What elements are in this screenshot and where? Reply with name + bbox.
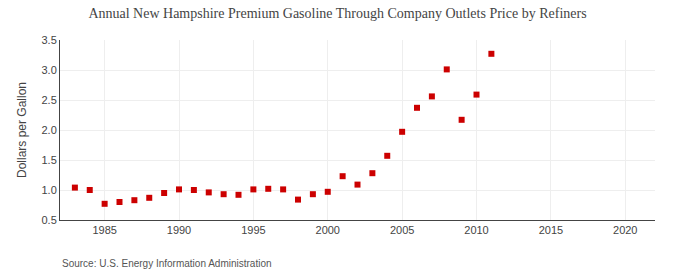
svg-text:0.5: 0.5 [42, 214, 57, 226]
svg-text:2000: 2000 [316, 224, 340, 236]
svg-text:2015: 2015 [539, 224, 563, 236]
svg-text:2010: 2010 [464, 224, 488, 236]
svg-text:Annual New Hampshire Premium G: Annual New Hampshire Premium Gasoline Th… [88, 6, 586, 21]
svg-text:Source: U.S. Energy Informatio: Source: U.S. Energy Information Administ… [62, 258, 272, 269]
svg-text:3.0: 3.0 [42, 64, 57, 76]
svg-text:1.5: 1.5 [42, 154, 57, 166]
svg-text:1985: 1985 [92, 224, 116, 236]
svg-text:1.0: 1.0 [42, 184, 57, 196]
svg-text:1995: 1995 [241, 224, 265, 236]
svg-text:2.0: 2.0 [42, 124, 57, 136]
svg-text:3.5: 3.5 [42, 34, 57, 46]
svg-text:2020: 2020 [613, 224, 637, 236]
svg-text:1990: 1990 [167, 224, 191, 236]
svg-text:Dollars per Gallon: Dollars per Gallon [15, 82, 29, 178]
svg-text:2.5: 2.5 [42, 94, 57, 106]
svg-text:2005: 2005 [390, 224, 414, 236]
